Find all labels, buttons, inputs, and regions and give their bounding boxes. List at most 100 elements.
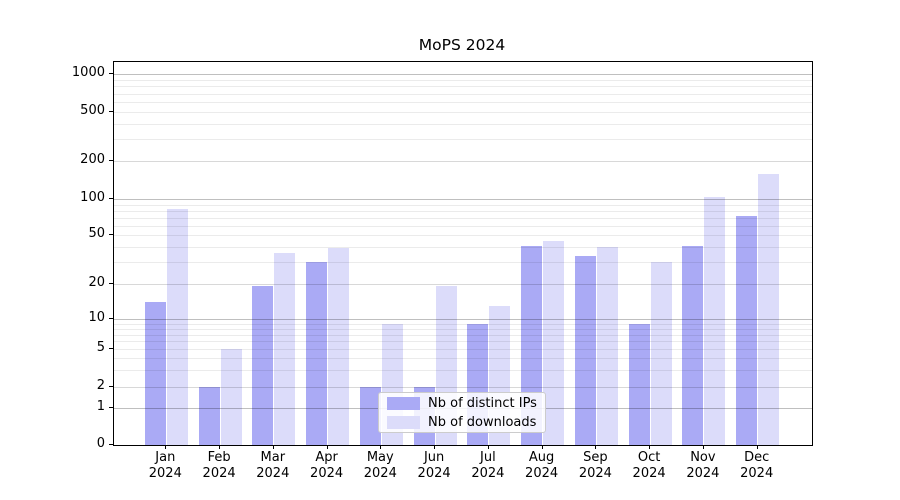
y-axis-tick-label: 2 bbox=[96, 378, 105, 393]
y-axis-tick-label: 1 bbox=[96, 399, 105, 414]
gridline-minor bbox=[114, 123, 812, 125]
gridline-minor bbox=[114, 334, 812, 336]
x-tick-mark bbox=[434, 445, 436, 449]
gridline-minor bbox=[114, 387, 812, 388]
x-tick-mark bbox=[326, 445, 328, 449]
gridline-minor bbox=[114, 80, 812, 81]
legend-label-distinct-ips: Nb of distinct IPs bbox=[428, 395, 537, 411]
y-tick-mark bbox=[109, 444, 113, 445]
x-axis-tick-label-jun: Jun 2024 bbox=[417, 450, 451, 481]
gridline-minor bbox=[114, 341, 812, 343]
gridline-minor bbox=[114, 111, 812, 113]
x-axis-tick-label-jan: Jan 2024 bbox=[148, 450, 182, 481]
y-axis-tick-label: 10 bbox=[88, 310, 105, 326]
bar-distinct-ips-oct bbox=[628, 323, 650, 445]
gridline-minor bbox=[114, 101, 812, 103]
bar-downloads-dec bbox=[758, 173, 780, 445]
x-tick-mark bbox=[219, 445, 221, 449]
x-tick-mark bbox=[380, 445, 382, 449]
bar-distinct-ips-sep bbox=[574, 255, 596, 445]
bar-distinct-ips-jan bbox=[144, 302, 166, 445]
gridline-minor bbox=[114, 93, 812, 95]
bar-downloads-sep bbox=[596, 246, 618, 445]
y-tick-mark bbox=[109, 386, 113, 387]
x-axis-tick-label-feb: Feb 2024 bbox=[202, 450, 236, 481]
x-tick-mark bbox=[487, 445, 489, 449]
gridline-minor bbox=[114, 217, 812, 219]
gridline-minor bbox=[114, 210, 812, 212]
gridline-minor bbox=[114, 161, 812, 162]
gridline-minor bbox=[114, 358, 812, 360]
gridline-minor bbox=[114, 225, 812, 227]
y-tick-mark bbox=[109, 407, 113, 408]
y-axis-tick-label: 1000 bbox=[71, 65, 105, 81]
y-axis-tick-label: 100 bbox=[80, 190, 105, 205]
y-axis-tick-label: 0 bbox=[96, 436, 105, 451]
legend-item-distinct-ips: Nb of distinct IPs bbox=[387, 396, 537, 411]
bar-distinct-ips-mar bbox=[252, 286, 274, 445]
bar-distinct-ips-feb bbox=[198, 387, 220, 445]
x-tick-mark bbox=[541, 445, 543, 449]
x-axis-tick-label-aug: Aug 2024 bbox=[525, 450, 559, 481]
x-tick-mark bbox=[702, 445, 704, 449]
bar-distinct-ips-may bbox=[359, 387, 381, 445]
x-axis-tick-label-sep: Sep 2024 bbox=[578, 450, 612, 481]
gridline-minor bbox=[114, 349, 812, 350]
gridline-minor bbox=[114, 283, 812, 285]
bar-downloads-mar bbox=[274, 252, 296, 445]
bar-downloads-oct bbox=[650, 262, 672, 445]
bar-distinct-ips-apr bbox=[306, 262, 328, 445]
y-tick-mark bbox=[109, 198, 113, 199]
gridline-minor bbox=[114, 86, 812, 88]
x-tick-mark bbox=[595, 445, 597, 449]
x-axis-tick-label-mar: Mar 2024 bbox=[256, 450, 290, 481]
y-axis-tick-label: 50 bbox=[88, 226, 105, 241]
x-tick-mark bbox=[756, 445, 758, 449]
gridline-minor bbox=[114, 370, 812, 372]
legend-swatch-distinct-ips bbox=[387, 396, 420, 410]
y-tick-mark bbox=[109, 73, 113, 75]
x-axis-tick-label-nov: Nov 2024 bbox=[686, 450, 720, 481]
y-tick-mark bbox=[109, 348, 113, 349]
gridline-minor bbox=[114, 328, 812, 330]
x-axis-tick-label-apr: Apr 2024 bbox=[310, 450, 344, 481]
gridline-minor bbox=[114, 262, 812, 264]
x-tick-mark bbox=[272, 445, 274, 449]
bar-distinct-ips-nov bbox=[682, 245, 704, 445]
gridline-major bbox=[114, 199, 812, 200]
gridline-minor bbox=[114, 204, 812, 206]
bar-distinct-ips-dec bbox=[736, 216, 758, 445]
gridline-minor bbox=[114, 387, 812, 388]
x-axis-tick-label-dec: Dec 2024 bbox=[740, 450, 774, 481]
x-tick-mark bbox=[649, 445, 651, 449]
y-tick-mark bbox=[109, 110, 113, 112]
plot-area bbox=[113, 61, 813, 446]
bar-downloads-nov bbox=[704, 197, 726, 445]
legend-label-downloads: Nb of downloads bbox=[428, 414, 537, 430]
chart-title: MoPS 2024 bbox=[418, 36, 506, 54]
y-axis-tick-label: 20 bbox=[88, 274, 105, 290]
x-axis-tick-label-may: May 2024 bbox=[363, 450, 397, 481]
bar-downloads-jan bbox=[166, 208, 188, 445]
gridline-minor bbox=[114, 139, 812, 141]
y-tick-mark bbox=[109, 282, 113, 284]
gridline-minor bbox=[114, 246, 812, 248]
gridline-minor bbox=[114, 161, 812, 162]
y-axis-tick-label: 500 bbox=[80, 102, 105, 118]
gridline-major bbox=[114, 74, 812, 76]
legend-item-downloads: Nb of downloads bbox=[387, 415, 537, 430]
gridline-major bbox=[114, 319, 812, 321]
bar-downloads-feb bbox=[220, 349, 242, 445]
bar-downloads-apr bbox=[328, 248, 350, 445]
y-axis-tick-label: 200 bbox=[80, 152, 105, 167]
legend: Nb of distinct IPs Nb of downloads bbox=[378, 392, 546, 433]
bar-downloads-aug bbox=[543, 240, 565, 445]
y-tick-mark bbox=[109, 234, 113, 235]
gridline-minor bbox=[114, 235, 812, 236]
x-tick-mark bbox=[165, 445, 167, 449]
x-axis-tick-label-jul: Jul 2024 bbox=[471, 450, 505, 481]
y-tick-mark bbox=[109, 160, 113, 161]
gridline-minor bbox=[114, 283, 812, 285]
y-axis-tick-label: 5 bbox=[96, 340, 105, 355]
